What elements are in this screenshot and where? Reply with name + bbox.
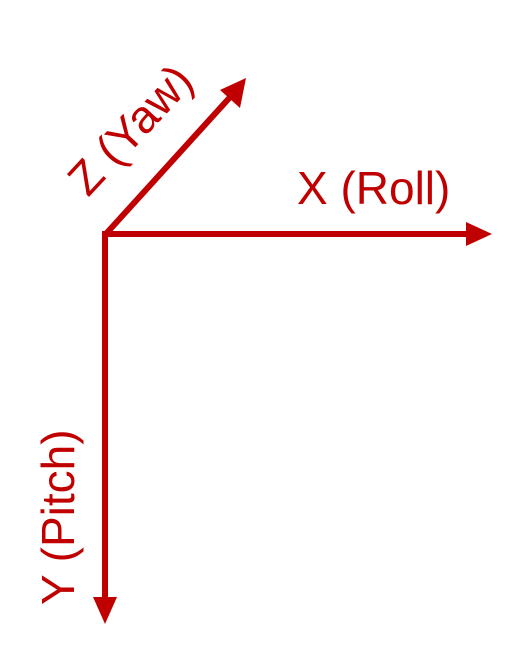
- z-axis-arrowhead-icon: [220, 78, 246, 108]
- axes-group: [93, 78, 492, 624]
- y-axis-arrowhead-icon: [93, 597, 117, 624]
- x-axis-label: X (Roll): [297, 162, 450, 214]
- z-axis-label: Z (Yaw): [57, 54, 203, 205]
- z-axis-line: [101, 92, 235, 239]
- x-axis-arrowhead-icon: [466, 222, 492, 246]
- y-axis-label: Y (Pitch): [32, 429, 84, 605]
